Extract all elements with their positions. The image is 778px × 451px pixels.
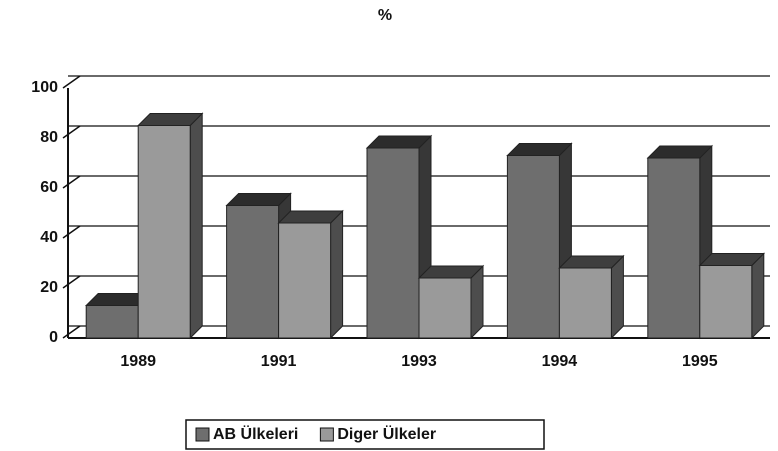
x-tick-label: 1994 [542,353,578,370]
tick-mark [62,175,81,189]
x-tick-label: 1989 [120,353,156,370]
y-tick-label: 20 [40,279,58,296]
bar [418,277,472,339]
legend-swatch [195,427,210,442]
bar [137,125,191,339]
y-tick-label: 40 [40,229,58,246]
bar-top [136,113,204,126]
bar [699,265,753,339]
bar-side [610,254,624,340]
tick-mark [62,275,81,289]
bar-side [330,209,344,340]
y-tick-label: 0 [49,329,58,346]
x-tick-label: 1991 [261,353,297,370]
x-tick-label: 1993 [401,353,437,370]
tick-mark [62,225,81,239]
y-tick-label: 100 [31,79,58,96]
tick-mark [62,125,81,139]
bar-top [558,255,625,269]
bar-top [277,210,344,224]
x-tick-label: 1995 [682,353,718,370]
legend-swatch [319,427,334,442]
bar-side [751,252,765,340]
bar [85,305,139,339]
bar [647,157,701,339]
bar-top [365,135,433,149]
bar [226,205,280,339]
tick-mark [62,325,81,339]
bar [366,147,420,339]
chart-title: % [378,7,392,24]
legend-box [185,419,545,450]
y-tick-label: 80 [40,129,58,146]
bar-top [646,145,714,159]
bar-top [506,143,573,156]
tick-mark [62,75,81,89]
y-tick-label: 60 [40,179,58,196]
bar [558,267,612,339]
bar-side [189,112,203,340]
bar [278,222,332,339]
legend-label: AB Ülkeleri [213,424,298,443]
bar-top [225,193,292,206]
bar [506,155,560,339]
bar-top [698,253,766,266]
legend-label: Diger Ülkeler [337,424,436,443]
bar-top [417,265,485,279]
